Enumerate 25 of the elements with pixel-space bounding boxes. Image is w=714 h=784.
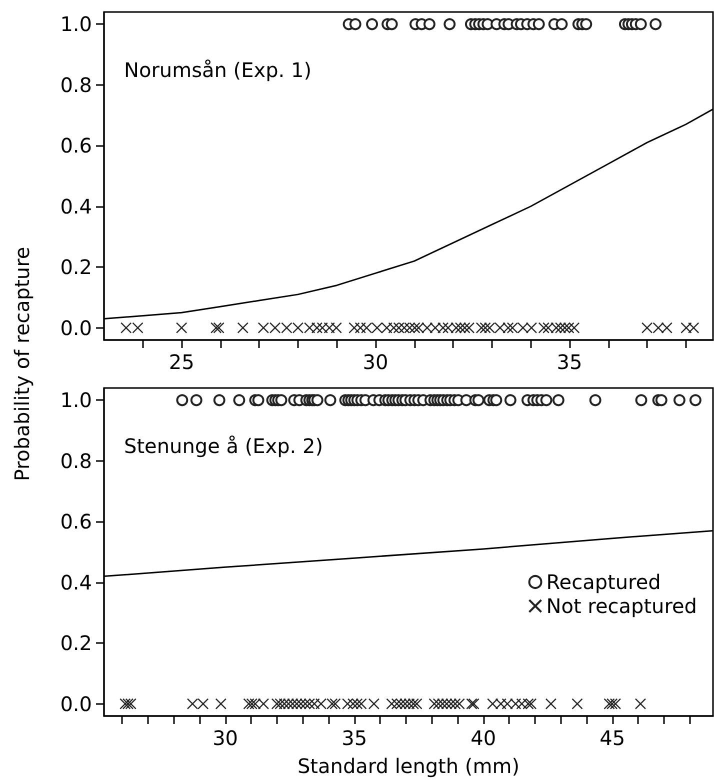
x-tick-label: 35	[556, 350, 582, 374]
legend-label: Recaptured	[546, 570, 661, 594]
y-tick-label: 0.8	[60, 72, 92, 97]
x-tick-label: 30	[362, 350, 388, 374]
x-axis-title: Standard length (mm)	[297, 754, 520, 778]
y-tick-label: 0.2	[60, 255, 92, 280]
y-tick-label: 0.8	[60, 448, 92, 473]
legend-label: Not recaptured	[546, 594, 697, 618]
x-tick-label: 35	[342, 726, 368, 750]
x-tick-label: 40	[470, 726, 496, 750]
x-tick-label: 45	[600, 726, 626, 750]
y-tick-label: 0.4	[60, 570, 92, 594]
x-tick-label: 25	[168, 350, 194, 374]
y-tick-label: 1.0	[60, 12, 92, 36]
annotation: Stenunge å (Exp. 2)	[124, 434, 324, 458]
x-tick-label: 30	[212, 726, 238, 750]
y-tick-label: 0.4	[60, 194, 92, 218]
y-tick-label: 0.6	[60, 510, 92, 534]
y-axis-title: Probability of recapture	[10, 246, 34, 482]
y-tick-label: 0.6	[60, 134, 92, 158]
y-tick-label: 0.0	[60, 692, 92, 716]
y-tick-label: 0.2	[60, 631, 92, 656]
y-tick-label: 0.0	[60, 316, 92, 340]
y-tick-label: 1.0	[60, 388, 92, 412]
annotation: Norumsån (Exp. 1)	[124, 58, 312, 82]
